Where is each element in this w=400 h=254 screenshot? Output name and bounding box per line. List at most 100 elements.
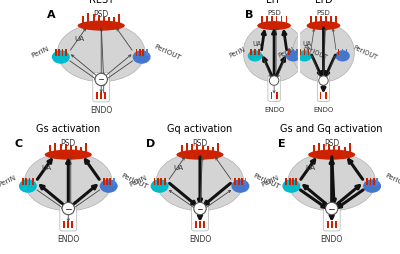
Text: LTD: LTD [315,0,332,5]
Text: PSD: PSD [317,10,330,17]
Ellipse shape [308,150,355,160]
Bar [104,92,106,99]
Ellipse shape [24,152,112,211]
Text: ENDO: ENDO [57,235,80,244]
Bar [181,145,183,155]
Ellipse shape [307,21,340,30]
Text: UA: UA [42,165,52,171]
Bar [207,146,209,155]
Bar [199,221,201,228]
Circle shape [326,202,338,215]
Ellipse shape [232,179,249,193]
Bar [342,49,343,55]
Text: PSD: PSD [192,139,208,149]
Ellipse shape [335,50,350,61]
Text: REST: REST [89,0,114,5]
Bar [289,178,290,185]
Text: Gs activation: Gs activation [36,124,100,134]
Bar [325,16,327,26]
Bar [320,16,322,26]
Bar [296,178,297,185]
Bar [344,147,346,155]
Text: ENDO: ENDO [90,106,112,115]
Bar [331,221,333,228]
Text: PSD: PSD [94,10,109,19]
Text: A: A [47,10,56,20]
Bar [191,144,193,155]
Ellipse shape [133,50,150,64]
Text: PeriOUT: PeriOUT [302,44,328,61]
Bar [238,178,240,185]
Bar [196,144,198,155]
Circle shape [62,202,74,215]
Ellipse shape [297,50,312,61]
Bar [75,146,77,155]
Bar [212,147,214,155]
Ellipse shape [58,23,145,82]
Text: PeriOUT: PeriOUT [120,173,149,190]
Text: UA: UA [75,36,85,42]
Text: Gq activation: Gq activation [167,124,233,134]
Ellipse shape [78,21,125,31]
Bar [202,146,204,155]
Ellipse shape [248,50,262,61]
Bar [85,143,87,155]
Text: PeriOUT: PeriOUT [153,44,182,61]
Ellipse shape [100,179,118,193]
Ellipse shape [257,21,291,30]
Bar [315,16,317,26]
Bar [103,17,105,26]
Bar [250,49,252,55]
Bar [338,146,340,155]
Bar [106,178,108,185]
Bar [296,49,298,55]
Ellipse shape [286,50,300,61]
Bar [29,178,30,185]
Bar [70,146,72,155]
Bar [376,178,378,185]
Bar [335,221,336,228]
Bar [318,142,320,155]
Bar [320,92,322,99]
Text: PeriN: PeriN [260,175,280,188]
Bar [313,145,315,155]
Bar [186,142,188,155]
Ellipse shape [176,150,224,160]
Bar [157,178,159,185]
Bar [366,178,368,185]
Bar [110,178,111,185]
Bar [164,178,166,185]
Bar [217,143,219,155]
Text: ENDO: ENDO [189,235,211,244]
Bar [276,16,278,26]
FancyBboxPatch shape [192,202,208,231]
Text: PeriN: PeriN [228,46,246,59]
Bar [292,49,294,55]
Text: D: D [146,139,155,149]
Text: LTP: LTP [266,0,282,5]
Bar [244,178,246,185]
Bar [67,221,69,228]
Bar [113,178,115,185]
Bar [195,221,197,228]
Bar [65,49,67,56]
Text: ENDO: ENDO [264,107,284,113]
Bar [261,16,263,26]
Bar [203,221,205,228]
Bar [87,13,89,26]
Text: UA: UA [253,41,262,47]
Bar [58,49,60,56]
Circle shape [95,73,107,86]
FancyBboxPatch shape [323,202,340,231]
Bar [100,92,102,99]
Ellipse shape [156,152,244,211]
Ellipse shape [45,150,92,160]
Bar [323,144,325,155]
Bar [118,14,120,26]
Ellipse shape [19,179,37,193]
Bar [327,221,329,228]
Bar [54,142,56,155]
Text: PeriOUT: PeriOUT [383,173,400,190]
Ellipse shape [151,179,168,193]
Bar [326,92,327,99]
